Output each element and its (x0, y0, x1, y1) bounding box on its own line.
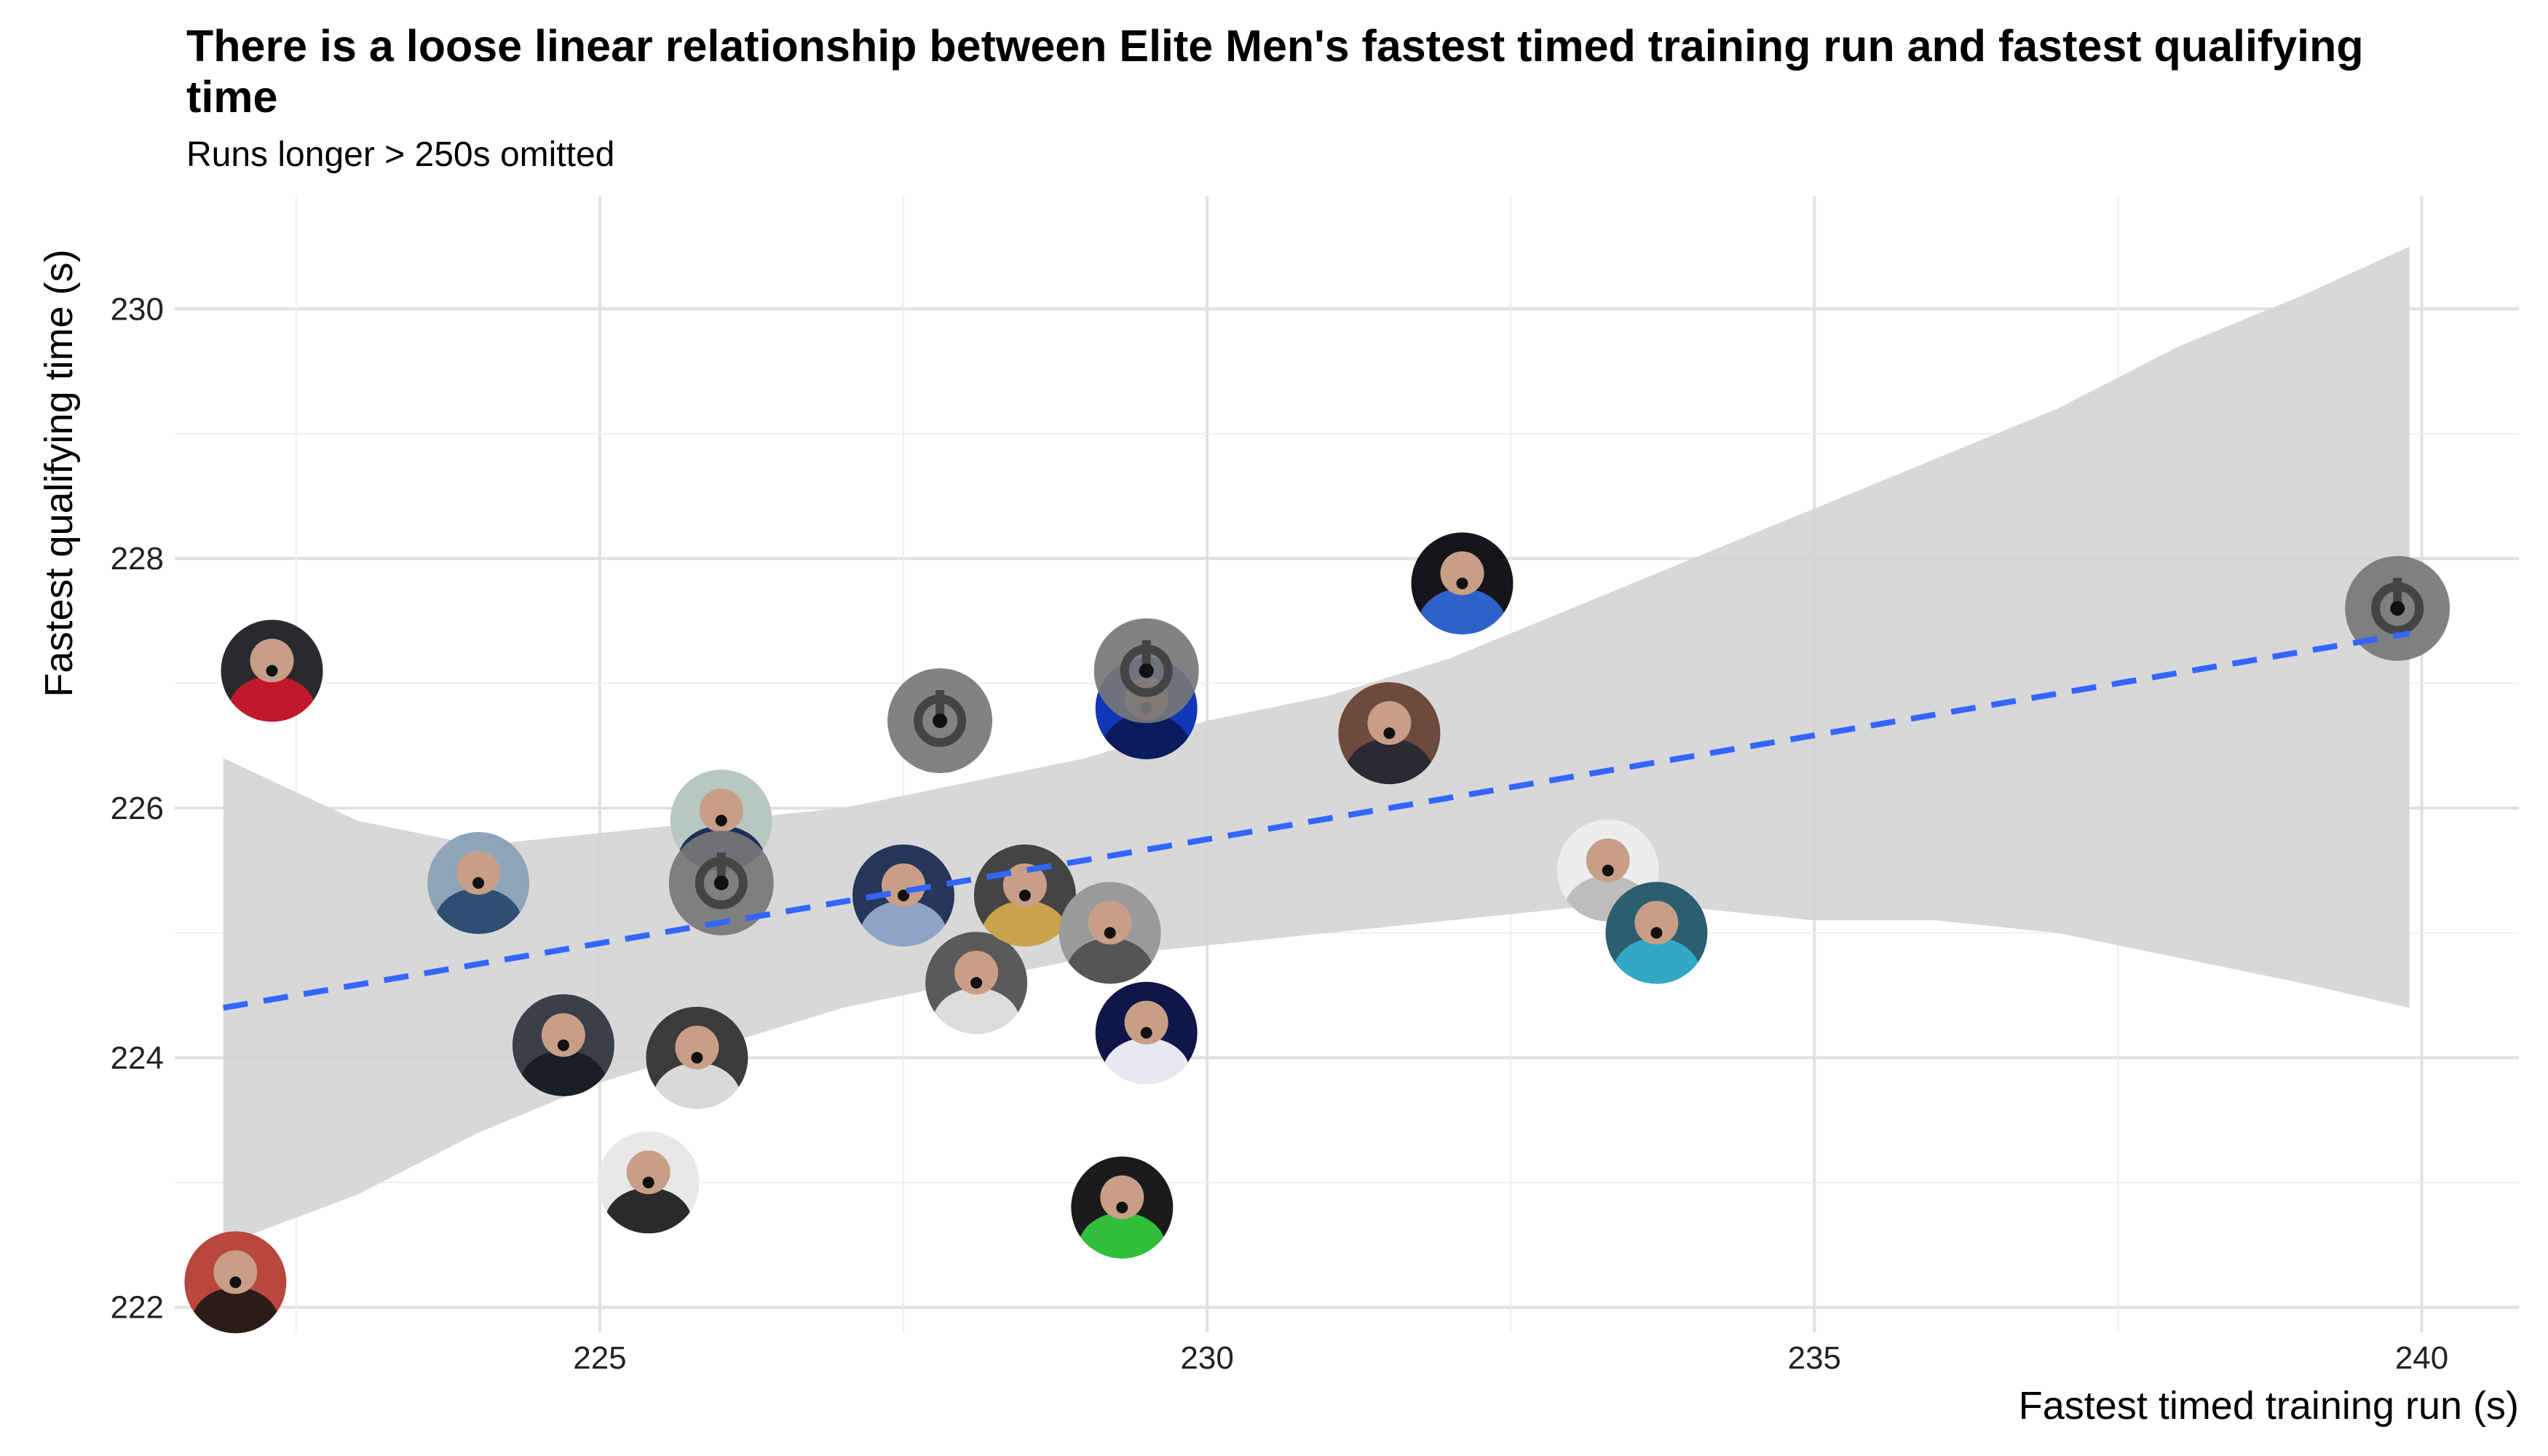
photo-body (860, 901, 947, 946)
rider-photo (646, 1006, 748, 1109)
photo-body (981, 901, 1069, 946)
y-tick-label: 222 (111, 1290, 164, 1326)
data-point (1093, 618, 1199, 724)
photo-head (699, 788, 743, 833)
photo-body (1102, 713, 1190, 759)
point-dot (713, 875, 729, 890)
data-point (512, 994, 614, 1096)
y-tick-label: 230 (111, 291, 164, 327)
photo-body (1418, 588, 1506, 635)
photo-head (1002, 863, 1047, 907)
photo-body (519, 1050, 607, 1096)
point-dot (1602, 864, 1614, 877)
data-point (668, 830, 774, 935)
photo-head (250, 638, 294, 683)
rider-photo (221, 620, 323, 722)
chart-title: There is a loose linear relationship bet… (186, 21, 2364, 122)
photo-body (1102, 1037, 1190, 1084)
data-point (1411, 532, 1514, 635)
photo-head (1634, 901, 1679, 945)
photo-head (954, 951, 999, 994)
chart-subtitle: Runs longer > 250s omitted (186, 135, 615, 174)
photo-head (1100, 1175, 1144, 1219)
data-point (597, 1131, 700, 1234)
point-dot (557, 1039, 569, 1051)
point-dot (2390, 601, 2405, 616)
photo-body (191, 1287, 280, 1334)
photo-body (933, 988, 1021, 1034)
point-dot (970, 977, 983, 989)
photo-head (541, 1013, 585, 1057)
photo-body (604, 1187, 692, 1234)
data-point (852, 844, 954, 946)
data-point (973, 844, 1076, 946)
photo-head (1088, 901, 1132, 945)
x-tick-label: 230 (1180, 1340, 1233, 1376)
rider-photo (1605, 882, 1708, 984)
rider-photo (1095, 981, 1198, 1084)
photo-head (1440, 551, 1484, 596)
point-dot (1650, 927, 1663, 939)
point-dot (691, 1051, 703, 1064)
rider-photo (925, 932, 1028, 1034)
data-point (2345, 555, 2450, 661)
rider-photo (1071, 1156, 1174, 1259)
photo-head (1367, 701, 1412, 745)
data-point (1338, 682, 1441, 785)
rider-photo (184, 1231, 287, 1334)
point-dot (1018, 890, 1031, 901)
point-dot (472, 877, 485, 889)
x-axis-label: Fastest timed training run (s) (2018, 1384, 2519, 1428)
data-point (427, 831, 530, 934)
y-tick-label: 228 (111, 541, 164, 577)
photo-body (1066, 938, 1154, 984)
data-point (1605, 882, 1708, 984)
trend-line (223, 630, 2410, 1011)
photo-head (675, 1025, 719, 1069)
confidence-band (223, 246, 2410, 1246)
point-dot (898, 890, 909, 901)
point-dot (933, 713, 948, 728)
data-point (1071, 1156, 1174, 1259)
point-dot (642, 1176, 654, 1189)
point-dot (1104, 927, 1116, 939)
rider-photo (512, 994, 614, 1096)
x-tick-label: 225 (573, 1340, 626, 1376)
y-tick-label: 224 (111, 1040, 164, 1076)
rider-photo (597, 1131, 700, 1234)
data-point (646, 1006, 748, 1109)
photo-body (228, 676, 316, 722)
data-point (184, 1231, 287, 1334)
data-point (1059, 882, 1161, 984)
photo-head (213, 1250, 258, 1294)
point-dot (1139, 663, 1154, 678)
point-dot (1456, 577, 1468, 590)
point-dot (266, 665, 278, 677)
x-tick-label: 240 (2395, 1340, 2448, 1376)
photo-body (1078, 1212, 1166, 1259)
y-tick-label: 226 (111, 791, 164, 826)
point-dot (1140, 1026, 1152, 1039)
point-dot (1116, 1201, 1128, 1214)
photo-head (1124, 1000, 1168, 1045)
data-point (221, 620, 323, 722)
photo-body (1345, 738, 1433, 785)
point-dot (229, 1276, 242, 1289)
photo-head (626, 1150, 670, 1195)
data-point (925, 932, 1028, 1034)
point-dot (1383, 727, 1396, 740)
point-dot (715, 815, 727, 827)
photo-body (653, 1062, 741, 1109)
data-point (1095, 981, 1198, 1084)
data-point (887, 668, 993, 773)
rider-photo (1411, 532, 1514, 635)
photo-body (1613, 938, 1701, 984)
x-tick-label: 235 (1788, 1340, 1841, 1376)
photo-head (882, 863, 925, 907)
photo-head (1586, 838, 1630, 882)
photo-head (456, 850, 501, 895)
photo-body (435, 887, 523, 934)
